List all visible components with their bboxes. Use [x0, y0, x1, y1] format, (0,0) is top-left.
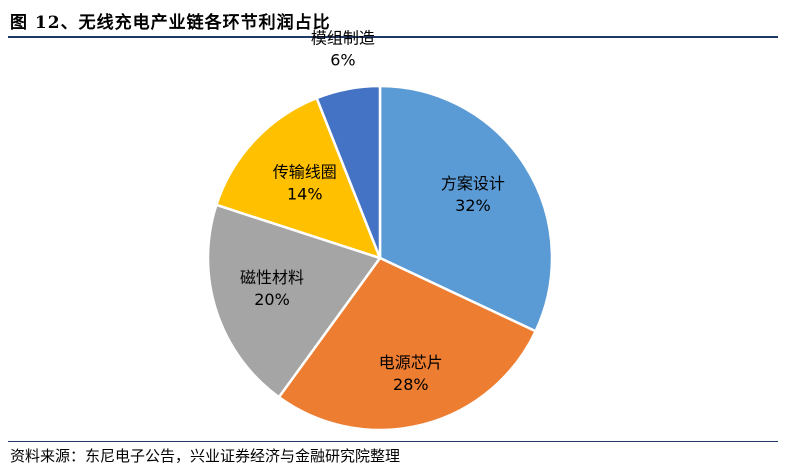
- slice-label-5: 模组制造: [311, 29, 375, 48]
- source-note: 资料来源：东尼电子公告，兴业证券经济与金融研究院整理: [10, 447, 401, 465]
- slice-label-1: 方案设计: [441, 174, 505, 193]
- pie-slice-4: [214, 96, 383, 261]
- pie-slice-1: [378, 84, 554, 333]
- slice-value-label-2: 28%: [393, 375, 429, 394]
- source-rule: [8, 441, 778, 442]
- pie-slice-3: [206, 203, 383, 399]
- slice-value-label-5: 6%: [330, 51, 355, 70]
- pie-slice-2: [277, 256, 538, 432]
- slice-label-4: 传输线圈: [273, 162, 337, 181]
- chart-title: 图 12、无线充电产业链各环节利润占比: [10, 13, 331, 33]
- slice-value-label-1: 32%: [455, 196, 491, 215]
- slice-value-label-3: 20%: [254, 290, 290, 309]
- slice-label-2: 电源芯片: [379, 353, 443, 372]
- slice-value-label-4: 14%: [287, 184, 323, 203]
- slice-label-3: 磁性材料: [240, 268, 304, 287]
- title-rule: [8, 36, 778, 38]
- pie-slice-5: [315, 84, 382, 259]
